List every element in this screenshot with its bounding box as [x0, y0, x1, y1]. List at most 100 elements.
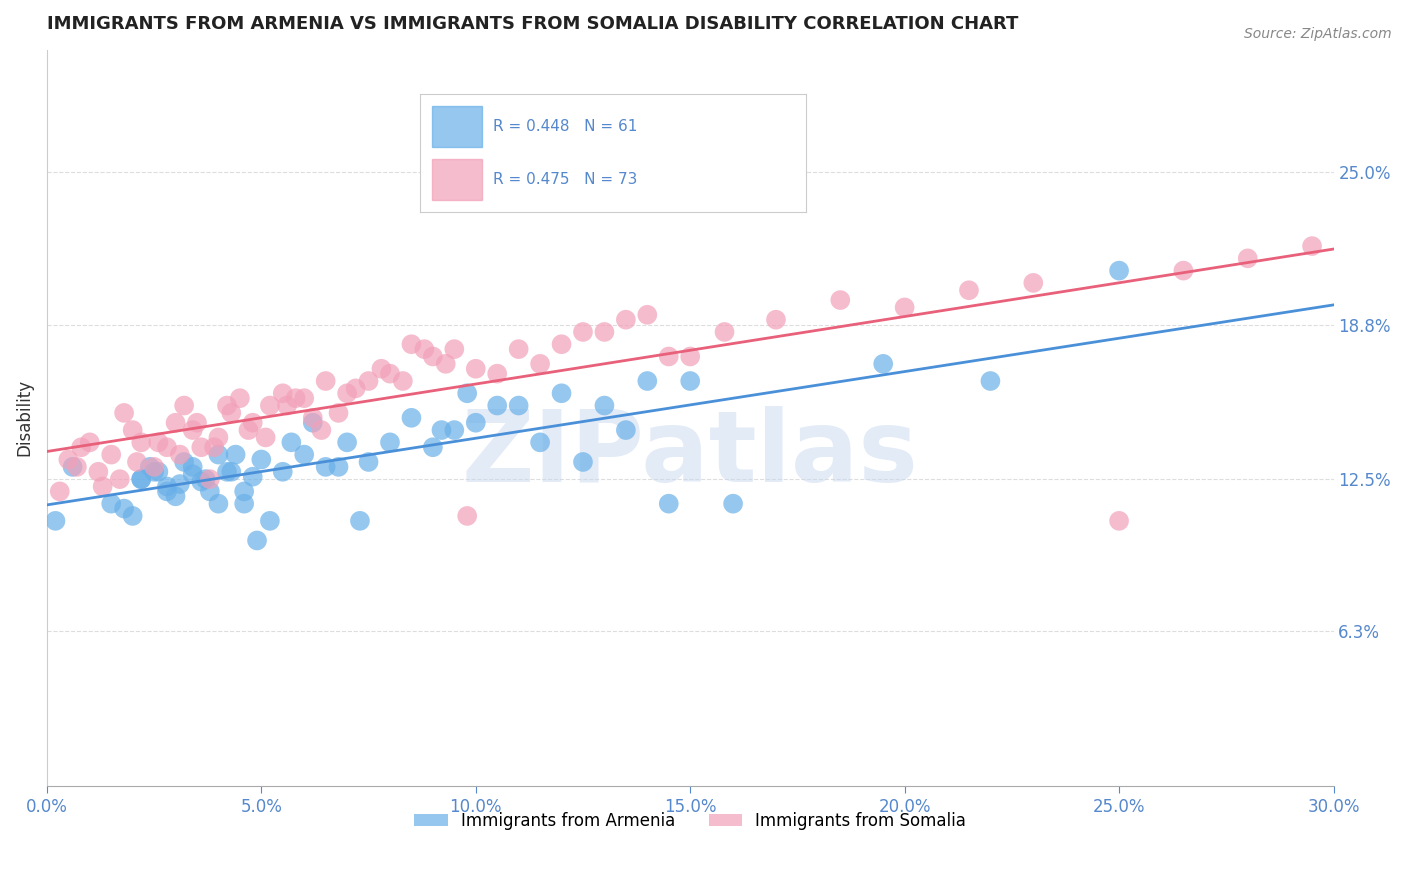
Point — [679, 374, 702, 388]
Point — [44, 514, 66, 528]
Point — [207, 497, 229, 511]
Point — [658, 350, 681, 364]
Point — [246, 533, 269, 548]
Point — [370, 361, 392, 376]
Point — [957, 283, 980, 297]
Point — [173, 455, 195, 469]
Point — [238, 423, 260, 437]
Point — [186, 416, 208, 430]
Point — [233, 484, 256, 499]
Point — [198, 484, 221, 499]
Point — [315, 459, 337, 474]
Point — [456, 386, 478, 401]
Point — [529, 357, 551, 371]
Point — [614, 312, 637, 326]
Point — [242, 469, 264, 483]
Point — [328, 459, 350, 474]
Point — [181, 467, 204, 482]
Point — [221, 406, 243, 420]
Point — [572, 455, 595, 469]
Point — [143, 459, 166, 474]
Point — [614, 423, 637, 437]
Point — [529, 435, 551, 450]
Point — [430, 423, 453, 437]
Point — [550, 337, 572, 351]
Point — [284, 391, 307, 405]
Point — [392, 374, 415, 388]
Point — [401, 337, 423, 351]
Point — [593, 325, 616, 339]
Point — [70, 440, 93, 454]
Point — [658, 497, 681, 511]
Point — [636, 308, 658, 322]
Point — [271, 465, 294, 479]
Point — [401, 410, 423, 425]
Point — [572, 325, 595, 339]
Point — [550, 386, 572, 401]
Point — [765, 312, 787, 326]
Y-axis label: Disability: Disability — [15, 379, 32, 457]
Point — [315, 374, 337, 388]
Point — [464, 416, 486, 430]
Point — [434, 357, 457, 371]
Legend: Immigrants from Armenia, Immigrants from Somalia: Immigrants from Armenia, Immigrants from… — [408, 805, 973, 837]
Point — [336, 435, 359, 450]
Point — [221, 465, 243, 479]
Point — [62, 459, 84, 474]
Point — [679, 350, 702, 364]
Point — [202, 440, 225, 454]
Point — [215, 399, 238, 413]
Point — [593, 399, 616, 413]
Point — [349, 514, 371, 528]
Point — [344, 381, 367, 395]
Point — [165, 416, 187, 430]
Point — [207, 448, 229, 462]
Point — [721, 497, 744, 511]
Point — [1022, 276, 1045, 290]
Point — [79, 435, 101, 450]
Point — [486, 399, 509, 413]
Point — [250, 452, 273, 467]
Point — [422, 440, 444, 454]
Point — [100, 448, 122, 462]
Point — [165, 489, 187, 503]
Point — [190, 440, 212, 454]
Point — [893, 301, 915, 315]
Point — [181, 423, 204, 437]
Point — [169, 477, 191, 491]
Point — [486, 367, 509, 381]
Point — [225, 448, 247, 462]
Point — [87, 465, 110, 479]
Point — [464, 361, 486, 376]
Point — [91, 479, 114, 493]
Point — [198, 472, 221, 486]
Point — [357, 455, 380, 469]
Point — [422, 350, 444, 364]
Point — [58, 452, 80, 467]
Point — [336, 386, 359, 401]
Point — [271, 386, 294, 401]
Point — [129, 472, 152, 486]
Point — [121, 508, 143, 523]
Point — [1108, 263, 1130, 277]
Point — [378, 367, 401, 381]
Point — [508, 342, 530, 356]
Point — [139, 459, 162, 474]
Point — [229, 391, 252, 405]
Point — [233, 497, 256, 511]
Point — [830, 293, 852, 307]
Point — [1108, 514, 1130, 528]
Point — [190, 475, 212, 489]
Point — [242, 416, 264, 430]
Point — [301, 410, 323, 425]
Point — [1301, 239, 1323, 253]
Point — [378, 435, 401, 450]
Point — [292, 448, 315, 462]
Point — [156, 479, 179, 493]
Point — [181, 459, 204, 474]
Point — [49, 484, 72, 499]
Point — [456, 508, 478, 523]
Point — [121, 423, 143, 437]
Point — [636, 374, 658, 388]
Point — [276, 399, 298, 413]
